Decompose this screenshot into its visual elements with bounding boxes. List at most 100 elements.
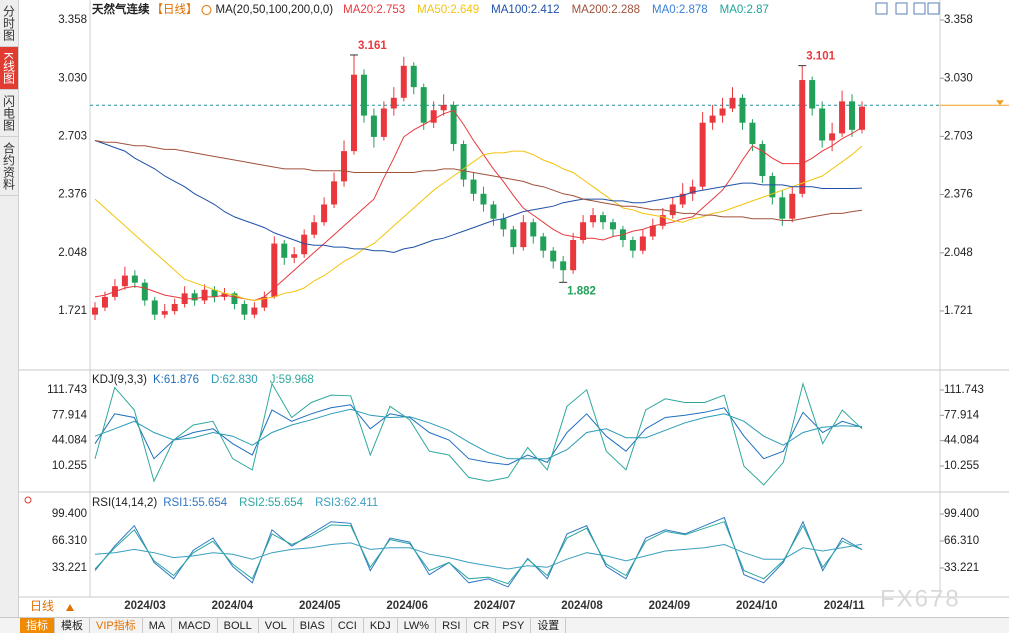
x-tick-label: 2024/03: [124, 600, 166, 612]
y-tick-label: 77.914: [52, 409, 88, 421]
toolbar-item[interactable]: VIP指标: [90, 618, 143, 633]
annotation: 1.882: [567, 285, 596, 297]
candle-body: [151, 300, 158, 315]
candle-body: [191, 293, 198, 301]
y-tick-label: 2.703: [58, 130, 87, 142]
candle-body: [370, 115, 377, 137]
candle-body: [769, 176, 776, 198]
y-tick-label: 10.255: [52, 460, 87, 472]
period-arrow[interactable]: [66, 604, 74, 611]
y-tick-label-right: 44.084: [944, 435, 980, 447]
candle-body: [350, 74, 357, 152]
y-tick-label-right: 10.255: [944, 460, 979, 472]
candle-body: [679, 193, 686, 205]
toolbar-item[interactable]: BOLL: [218, 618, 259, 633]
candle-body: [231, 293, 238, 305]
sidebar-tab[interactable]: 合约资料: [0, 137, 18, 197]
candle-body: [560, 261, 567, 271]
candle-body: [530, 222, 537, 237]
y-tick-label: 111.743: [47, 384, 87, 396]
candle-body: [729, 97, 736, 109]
y-tick-label-right: 3.030: [944, 72, 973, 84]
candle-body: [301, 234, 308, 255]
x-tick-label: 2024/09: [649, 600, 691, 612]
sidebar-tab[interactable]: 闪电图: [0, 90, 18, 138]
legend-item: MA50:2.649: [417, 4, 479, 16]
legend-item: RSI1:55.654: [163, 497, 228, 509]
candle-body: [609, 222, 616, 230]
toolbar-item[interactable]: CCI: [332, 618, 364, 633]
candle-body: [709, 115, 716, 123]
ma-params: MA(20,50,100,200,0,0): [216, 4, 334, 16]
legend-item: MA0:2.87: [720, 4, 769, 16]
icon[interactable]: [913, 2, 926, 15]
candle-body: [101, 296, 108, 308]
candle-body: [749, 122, 756, 145]
indicator-line: [94, 404, 863, 466]
x-tick-label: 2024/10: [736, 600, 778, 612]
price-marker: [996, 100, 1004, 106]
candle-body: [669, 204, 676, 216]
window-icons[interactable]: [875, 2, 940, 15]
y-tick-label-right: 2.048: [944, 247, 973, 259]
candle-body: [719, 108, 726, 116]
toolbar-item[interactable]: 指标: [20, 618, 55, 633]
sidebar: 分时图 K线图 闪电图 合约资料: [0, 0, 19, 617]
sidebar-tab[interactable]: K线图: [0, 47, 18, 91]
toolbar-item[interactable]: KDJ: [364, 618, 398, 633]
toolbar-item[interactable]: MACD: [172, 618, 218, 633]
candle-body: [271, 243, 278, 297]
candle-body: [480, 193, 487, 205]
toolbar-item[interactable]: BIAS: [294, 618, 332, 633]
candle-body: [510, 229, 517, 248]
toolbar-item[interactable]: MA: [143, 618, 173, 633]
candle-body: [161, 311, 168, 315]
icon[interactable]: [927, 2, 940, 15]
legend-item: MA200:2.288: [572, 4, 640, 16]
y-tick-label: 3.030: [58, 72, 87, 84]
ma-line: [94, 140, 863, 221]
candle-body: [291, 254, 298, 258]
toolbar-item[interactable]: PSY: [496, 618, 532, 633]
icon[interactable]: [875, 2, 888, 15]
candle-body: [590, 215, 597, 223]
toolbar-item[interactable]: VOL: [259, 618, 294, 633]
candle-body: [699, 122, 706, 187]
candle-body: [121, 275, 128, 287]
candle-body: [281, 243, 288, 258]
ma-line: [94, 140, 863, 254]
candle-body: [201, 289, 208, 301]
toolbar-item[interactable]: LW%: [398, 618, 437, 633]
toolbar-item[interactable]: CR: [467, 618, 497, 633]
y-tick-label: 33.221: [52, 562, 87, 574]
candle-body: [600, 215, 607, 223]
y-tick-label: 2.376: [58, 189, 87, 201]
toolbar-item[interactable]: 设置: [531, 618, 567, 633]
settings-icon[interactable]: [201, 5, 212, 15]
candle-body: [520, 222, 527, 248]
candle-body: [570, 240, 577, 271]
candle-body: [430, 110, 437, 123]
candle-body: [839, 101, 846, 134]
candle-body: [550, 250, 557, 262]
candle-body: [809, 80, 816, 109]
candle-body: [311, 222, 318, 235]
candle-body: [131, 275, 138, 283]
y-tick-label: 66.310: [52, 535, 87, 547]
toolbar: 指标 模板 VIP指标 MA MACD BOLL VOL BIAS CCI KDJ LW% RSI CR…: [0, 617, 1009, 633]
candle-body: [410, 65, 417, 88]
indicator-line: [94, 521, 863, 585]
panel-title: RSI(14,14,2): [92, 497, 157, 509]
toolbar-item[interactable]: RSI: [436, 618, 468, 633]
toolbar-item[interactable]: 模板: [55, 618, 90, 633]
sidebar-tab[interactable]: 分时图: [0, 0, 18, 47]
icon[interactable]: [895, 2, 908, 15]
y-tick-label: 99.400: [52, 508, 87, 520]
candle-body: [629, 240, 636, 251]
candle-body: [789, 193, 796, 219]
panel-title: KDJ(9,3,3): [92, 374, 147, 386]
period-tab[interactable]: 日线: [30, 599, 54, 613]
x-tick-label: 2024/07: [474, 600, 516, 612]
ma-line: [94, 145, 863, 302]
candle-body: [390, 97, 397, 109]
